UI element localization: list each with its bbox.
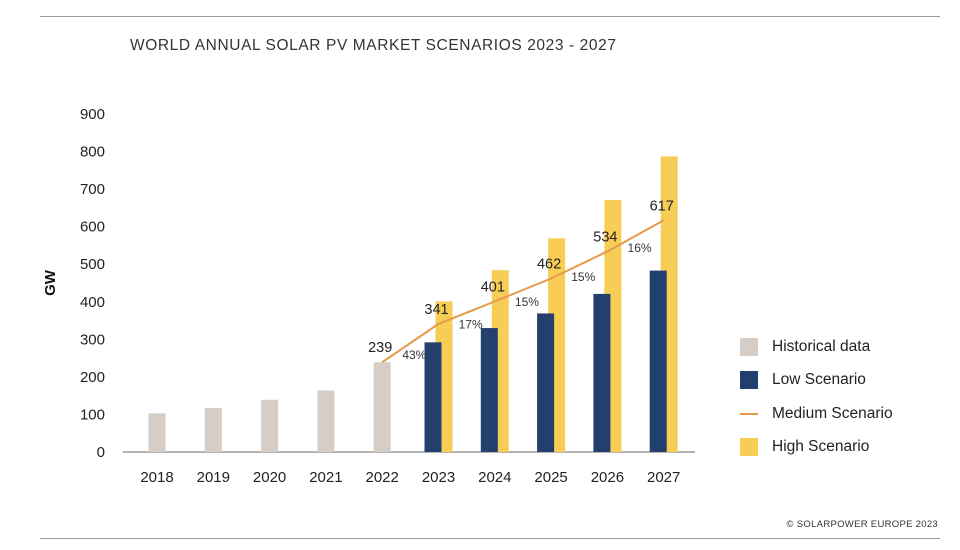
bar-historical-2022 [373,362,391,452]
data-label: 534 [593,229,617,245]
legend-label: Historical data [772,337,871,355]
copyright-credit: © SOLARPOWER EUROPE 2023 [786,519,938,530]
x-tick-label: 2026 [591,469,624,486]
legend-item-historical: Historical data [740,330,893,364]
legend-swatch-high [740,438,758,457]
chart-title: WORLD ANNUAL SOLAR PV MARKET SCENARIOS 2… [130,37,617,54]
growth-label: 43% [402,348,426,362]
growth-label: 15% [515,295,539,309]
data-label: 239 [368,340,392,356]
bar-low-2024 [480,328,498,452]
bar-low-2027 [649,270,667,452]
bar-historical-2019 [204,408,222,452]
y-tick-label: 200 [80,369,105,386]
y-tick-label: 0 [97,444,105,461]
growth-label: 16% [628,241,652,255]
bar-historical-2020 [261,399,279,452]
top-rule [40,16,940,17]
x-tick-label: 2019 [197,469,230,486]
legend-item-medium: Medium Scenario [740,397,893,431]
y-axis-title: GW [42,269,59,296]
y-tick-label: 800 [80,144,105,161]
bar-low-2026 [593,293,611,452]
y-tick-label: 100 [80,406,105,423]
y-tick-label: 500 [80,256,105,273]
legend-label: High Scenario [772,438,870,456]
legend-swatch-medium [740,412,758,415]
data-label: 617 [650,198,674,214]
x-tick-label: 2024 [478,469,511,486]
legend-label: Low Scenario [772,371,866,389]
x-tick-label: 2027 [647,469,680,486]
line-medium-scenario [381,219,665,364]
bar-historical-2018 [148,413,166,452]
legend-item-low: Low Scenario [740,364,893,398]
x-tick-label: 2021 [309,469,342,486]
legend-swatch-historical [740,337,758,356]
bar-historical-2021 [317,390,335,452]
x-tick-label: 2023 [422,469,455,486]
x-tick-label: 2018 [140,469,173,486]
legend-item-high: High Scenario [740,431,893,465]
data-label: 462 [537,256,561,272]
legend-label: Medium Scenario [772,404,893,422]
y-tick-label: 900 [80,106,105,123]
bar-low-2023 [424,342,442,452]
legend-swatch-low [740,371,758,390]
data-label: 341 [424,302,448,318]
growth-label: 17% [459,318,483,332]
bottom-rule [40,538,940,539]
x-tick-label: 2022 [366,469,399,486]
x-tick-label: 2020 [253,469,286,486]
growth-label: 15% [571,270,595,284]
y-tick-label: 300 [80,331,105,348]
bar-low-2025 [537,313,555,452]
y-tick-label: 400 [80,294,105,311]
y-tick-label: 600 [80,219,105,236]
y-tick-label: 700 [80,181,105,198]
data-label: 401 [481,279,505,295]
legend: Historical data Low Scenario Medium Scenar… [740,330,893,464]
x-tick-label: 2025 [534,469,567,486]
